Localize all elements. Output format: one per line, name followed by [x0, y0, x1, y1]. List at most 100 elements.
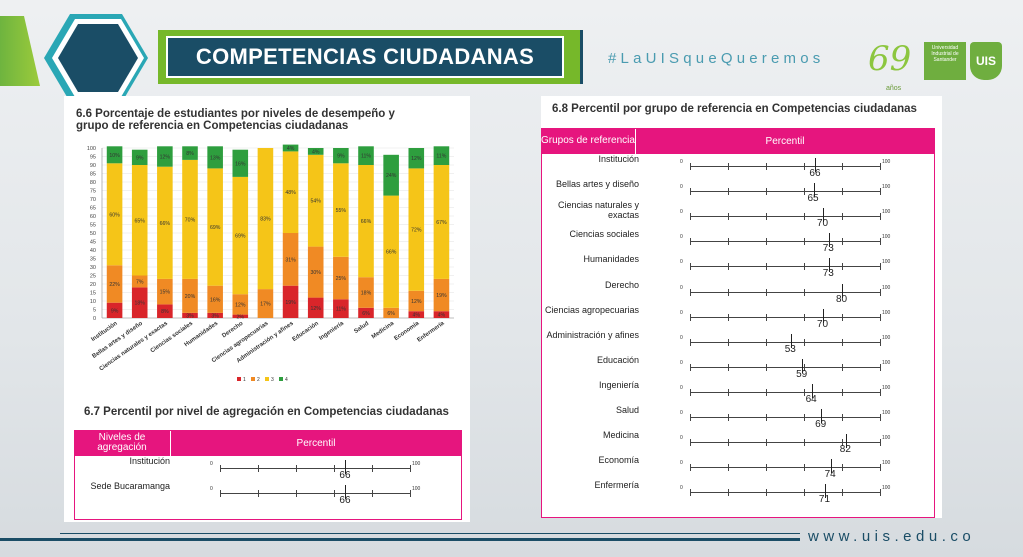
bar-segment — [157, 166, 173, 279]
scale-tick — [842, 188, 843, 196]
row-label: Ingeniería — [598, 379, 639, 390]
data-label: 55% — [336, 208, 347, 214]
percentile-value: 66 — [339, 470, 351, 481]
data-label: 9% — [337, 154, 345, 160]
scale-max-label: 100 — [882, 485, 891, 492]
data-label: 11% — [436, 154, 446, 160]
row-label: Institución — [129, 456, 170, 466]
data-label: 60% — [109, 212, 120, 218]
scale-tick — [728, 414, 729, 421]
scale-tick — [766, 263, 767, 271]
scale-tick — [766, 414, 767, 421]
scale-tick — [690, 388, 691, 396]
scale-min-label: 0 — [210, 461, 213, 467]
scale-tick — [842, 414, 843, 421]
legend-swatch — [279, 377, 283, 381]
x-tick-label: Medicina — [371, 320, 396, 340]
scale-tick — [880, 439, 881, 447]
percentile-value: 71 — [818, 494, 831, 506]
data-label: 66% — [386, 250, 397, 256]
scale-tick — [690, 464, 691, 472]
bar-segment — [232, 294, 249, 315]
bar-segment — [207, 168, 223, 286]
percentile-marker — [345, 485, 347, 499]
scale-max-label: 100 — [882, 259, 891, 266]
scale-tick — [690, 163, 691, 170]
y-tick-label: 5 — [93, 308, 96, 314]
anniversary-logo: 69 años — [868, 42, 916, 92]
scale-tick — [410, 490, 411, 497]
scale-tick — [334, 490, 335, 497]
percentile-value: 80 — [836, 293, 848, 305]
data-label: 7% — [136, 279, 144, 285]
percentile-marker — [823, 308, 824, 323]
scale-tick — [766, 363, 767, 371]
scale-tick — [220, 465, 221, 472]
scale-tick — [690, 414, 691, 421]
bar-segment — [408, 168, 425, 291]
bar-segment — [408, 148, 425, 169]
data-label: 17% — [260, 302, 271, 308]
y-tick-label: 15 — [90, 291, 96, 297]
percentile-value: 65 — [807, 193, 819, 205]
percentile-scale — [690, 216, 880, 218]
bar-segment — [182, 312, 198, 318]
scale-tick — [804, 313, 805, 321]
y-tick-label: 100 — [87, 146, 96, 152]
percentile-scale — [690, 241, 880, 243]
footer-url: www.uis.edu.co — [808, 528, 976, 545]
anniversary-sub: años — [886, 85, 902, 92]
scale-tick — [842, 163, 843, 170]
data-label: 18% — [361, 291, 372, 297]
percentile-marker — [824, 484, 826, 499]
scale-tick — [766, 439, 767, 447]
scale-max-label: 100 — [882, 284, 891, 291]
bar-segment — [433, 165, 450, 279]
data-label: 9% — [136, 155, 144, 161]
data-label: 54% — [311, 199, 322, 205]
data-label: 19% — [285, 300, 296, 306]
data-label: 8% — [186, 151, 194, 157]
university-name: Universidad Industrial de Santander — [924, 42, 966, 80]
bar-segment — [131, 275, 148, 288]
data-label: 8% — [161, 309, 169, 315]
scale-tick — [842, 464, 843, 472]
bar-segment — [433, 146, 450, 165]
percentile-marker — [813, 183, 815, 198]
scale-tick — [728, 489, 729, 497]
bar-segment — [232, 149, 249, 177]
scale-max-label: 100 — [882, 410, 891, 416]
data-label: 11% — [336, 307, 346, 313]
percentile-value: 66 — [809, 168, 821, 179]
data-label: 15% — [160, 290, 171, 296]
row-label: Derecho — [604, 279, 639, 290]
data-label: 18% — [135, 301, 146, 307]
y-tick-label: 50 — [90, 231, 96, 237]
data-label: 24% — [386, 173, 397, 179]
percentile-marker — [828, 233, 830, 248]
x-tick-label: Enfermería — [416, 320, 446, 343]
data-label: 10% — [109, 153, 120, 159]
y-tick-label: 30 — [90, 265, 96, 271]
title-divider — [580, 30, 583, 84]
bar-segment — [358, 165, 374, 278]
scale-tick — [258, 465, 259, 472]
y-tick-label: 65 — [90, 206, 96, 212]
x-tick-label: Ciencias sociales — [150, 320, 195, 354]
scale-tick — [842, 263, 843, 271]
y-tick-label: 10 — [90, 299, 96, 305]
bar-segment — [106, 302, 123, 318]
bar-segment — [182, 159, 198, 279]
data-label: 19% — [436, 293, 447, 299]
scale-tick — [690, 313, 691, 321]
data-label: 3% — [211, 313, 219, 319]
data-label: 66% — [361, 219, 372, 225]
scale-tick — [804, 188, 805, 196]
scale-tick — [842, 363, 843, 371]
scale-min-label: 0 — [210, 486, 213, 492]
scale-tick — [842, 388, 843, 396]
legend-swatch — [251, 377, 255, 381]
percentile-marker — [811, 383, 813, 398]
bar-segment — [307, 297, 324, 318]
scale-min-label: 0 — [680, 384, 683, 391]
